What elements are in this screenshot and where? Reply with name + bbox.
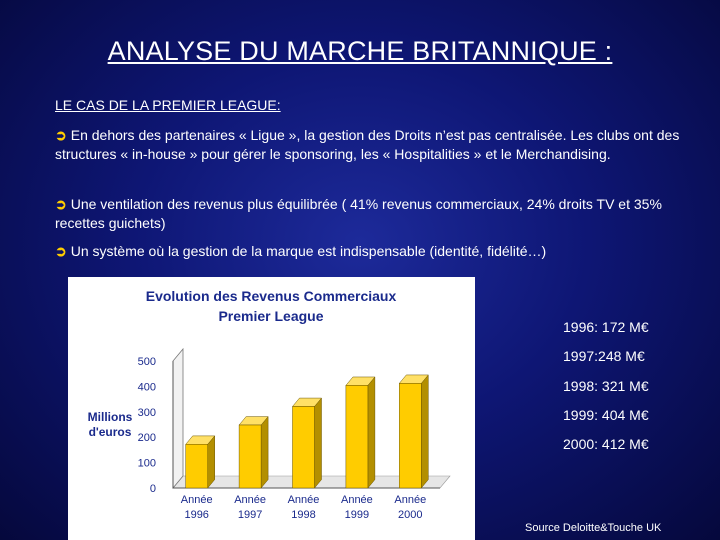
bullet-text: En dehors des partenaires « Ligue », la … [55, 127, 680, 162]
bar-side [367, 376, 376, 489]
y-axis-label: d'euros [89, 425, 132, 439]
page-title: ANALYSE DU MARCHE BRITANNIQUE : [107, 36, 613, 66]
x-tick-label: Année [181, 494, 213, 506]
bar [345, 385, 369, 489]
yellow-arrow-icon: ➲ [55, 243, 67, 259]
chart-title: Premier League [218, 308, 323, 324]
bar [185, 444, 208, 489]
x-tick-label: 1999 [345, 509, 369, 521]
chart-side-wall [172, 347, 184, 490]
source-note: Source Deloitte&Touche UK [525, 522, 662, 534]
chart-title: Evolution des Revenus Commerciaux [146, 288, 397, 304]
revenue-chart-svg: Evolution des Revenus Commerciaux Premier… [88, 288, 451, 521]
bullet-item: ➲ En dehors des partenaires « Ligue », la… [55, 126, 685, 164]
y-tick-label: 0 [150, 483, 156, 495]
bullet-text: Un système où la gestion de la marque es… [70, 243, 547, 259]
yellow-arrow-icon: ➲ [55, 127, 67, 143]
y-tick-label: 300 [138, 407, 156, 419]
revenue-list-item: 1999: 404 M€ [563, 406, 649, 423]
x-tick-label: Année [394, 494, 426, 506]
revenue-list: 1996: 172 M€ 1997:248 M€ 1998: 321 M€ 19… [563, 319, 649, 465]
bar-side [314, 397, 322, 489]
revenue-chart: Evolution des Revenus Commerciaux Premier… [68, 277, 475, 540]
revenue-list-item: 1998: 321 M€ [563, 377, 649, 394]
x-tick-label: Année [288, 494, 320, 506]
x-tick-label: 1997 [238, 509, 262, 521]
x-tick-label: 2000 [398, 509, 422, 521]
bar-side [207, 435, 215, 489]
y-tick-label: 500 [138, 356, 156, 368]
x-tick-label: Année [234, 494, 266, 506]
bar [238, 424, 262, 489]
revenue-list-item: 2000: 412 M€ [563, 436, 649, 453]
yellow-arrow-icon: ➲ [55, 196, 67, 212]
y-tick-label: 400 [138, 381, 156, 393]
y-axis-label: Millions [88, 410, 133, 424]
bullet-text: Une ventilation des revenus plus équilib… [55, 196, 662, 231]
bar [399, 383, 422, 489]
section-subtitle: LE CAS DE LA PREMIER LEAGUE: [55, 97, 281, 113]
y-tick-label: 100 [138, 458, 156, 470]
bar-side [260, 415, 269, 489]
x-tick-label: 1996 [184, 509, 208, 521]
bar-side [421, 374, 429, 489]
x-tick-label: 1998 [291, 509, 315, 521]
x-tick-label: Année [341, 494, 373, 506]
y-tick-label: 200 [138, 432, 156, 444]
bullet-item: ➲ Une ventilation des revenus plus équili… [55, 195, 685, 233]
revenue-list-item: 1997:248 M€ [563, 348, 645, 365]
revenue-list-item: 1996: 172 M€ [563, 319, 649, 335]
bullet-item: ➲ Un système où la gestion de la marque e… [55, 242, 685, 261]
bar [292, 406, 315, 489]
